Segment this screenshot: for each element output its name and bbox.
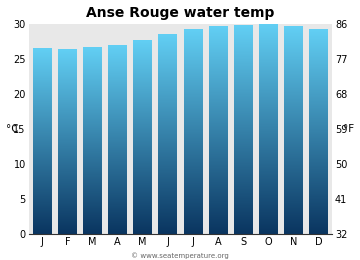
Title: Anse Rouge water temp: Anse Rouge water temp xyxy=(86,5,275,19)
Y-axis label: °C: °C xyxy=(5,124,18,134)
Text: © www.seatemperature.org: © www.seatemperature.org xyxy=(131,252,229,259)
Y-axis label: °F: °F xyxy=(343,124,355,134)
